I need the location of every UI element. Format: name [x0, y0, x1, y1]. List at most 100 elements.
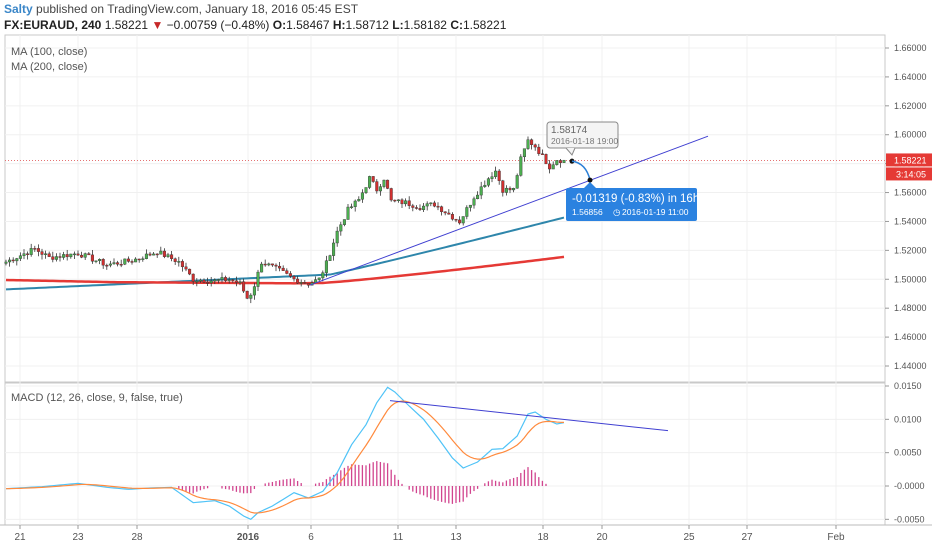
candle: [278, 262, 282, 272]
time-tick-label: 28: [131, 532, 143, 543]
candle: [234, 276, 238, 287]
candle: [382, 179, 386, 189]
ma200-label[interactable]: MA (200, close): [11, 61, 88, 73]
candle: [350, 203, 354, 209]
candle-body: [332, 242, 336, 256]
candle-body: [130, 261, 134, 263]
time-tick-label: 2016: [237, 532, 260, 543]
candle: [191, 273, 195, 286]
price-tick-label: 1.48000: [894, 303, 927, 313]
candle: [8, 257, 12, 267]
countdown-label: 3:14:05: [896, 169, 926, 179]
candle-body: [450, 214, 454, 220]
candle: [375, 179, 379, 194]
candle: [360, 189, 364, 203]
candle: [404, 198, 408, 207]
time-tick-label: 27: [741, 532, 753, 543]
candle-body: [303, 282, 307, 284]
candle-body: [134, 258, 138, 263]
candle-body: [224, 277, 228, 281]
candle-body: [256, 271, 260, 287]
candle: [76, 250, 80, 256]
candle-body: [267, 263, 271, 266]
high-key: H:: [332, 18, 346, 32]
candle-body: [87, 253, 91, 256]
candle: [105, 263, 109, 270]
candle-body: [141, 258, 145, 260]
candle-body: [540, 153, 544, 155]
candle: [198, 278, 202, 283]
author-name[interactable]: Salty: [4, 2, 33, 16]
candle: [141, 256, 145, 262]
price-tick-label: 1.56000: [894, 188, 927, 198]
candle-body: [360, 192, 364, 200]
candle: [537, 143, 541, 156]
candle-body: [72, 253, 76, 256]
candle: [206, 277, 210, 286]
candle-body: [270, 263, 274, 266]
candle: [245, 290, 249, 300]
candle-body: [112, 262, 116, 265]
candle-body: [544, 154, 548, 165]
ma100-line: [5, 216, 565, 291]
candle: [238, 278, 242, 286]
macd-tick-label: 0.0150: [894, 381, 922, 391]
ma100-label[interactable]: MA (100, close): [11, 46, 88, 58]
candle-body: [497, 170, 501, 181]
candle: [87, 252, 91, 256]
candle: [332, 238, 336, 261]
candle-body: [339, 224, 343, 232]
time-tick-label: Feb: [827, 532, 845, 543]
tooltip-time: 2016-01-18 19:00: [551, 136, 618, 146]
candle-body: [461, 216, 465, 224]
time-tick-label: 20: [596, 532, 608, 543]
tooltip-price: 1.58174: [551, 125, 588, 136]
candle: [285, 268, 289, 275]
candle-body: [447, 212, 451, 215]
candle-body: [47, 253, 51, 257]
candle-body: [429, 202, 433, 205]
candle: [508, 186, 512, 194]
candle: [94, 260, 98, 264]
candle-body: [195, 280, 199, 283]
candle: [328, 254, 332, 261]
candle: [443, 211, 447, 216]
candle: [504, 185, 508, 196]
candle: [51, 251, 55, 263]
candle-body: [411, 205, 415, 208]
projection-box: [566, 188, 697, 221]
candle: [321, 270, 325, 282]
candle-body: [152, 253, 156, 256]
candle-body: [209, 280, 213, 284]
candle-body: [166, 254, 170, 257]
candle: [209, 276, 213, 287]
candle-body: [231, 279, 235, 281]
candle-body: [465, 207, 469, 217]
candle-body: [29, 248, 33, 255]
candle-body: [407, 200, 411, 206]
low-value: 1.58182: [403, 18, 447, 32]
candle: [368, 175, 372, 190]
candle: [18, 252, 22, 262]
candle-body: [375, 181, 379, 192]
candle: [346, 203, 350, 220]
candle: [544, 153, 548, 165]
candle: [519, 154, 523, 177]
candle-body: [519, 156, 523, 176]
candle: [58, 252, 62, 262]
candle: [429, 202, 433, 207]
candle-body: [537, 146, 541, 154]
projection-price: 1.56856: [572, 207, 603, 217]
macd-label[interactable]: MACD (12, 26, close, 9, false, true): [11, 392, 183, 404]
candle-body: [191, 273, 195, 282]
time-tick-label: 13: [450, 532, 462, 543]
candle: [29, 243, 33, 257]
candle-body: [15, 258, 19, 262]
candle-body: [353, 200, 357, 207]
candle: [72, 251, 76, 260]
candle-body: [335, 230, 339, 244]
candle-body: [65, 254, 69, 258]
candle: [213, 278, 217, 284]
candle: [389, 187, 393, 202]
